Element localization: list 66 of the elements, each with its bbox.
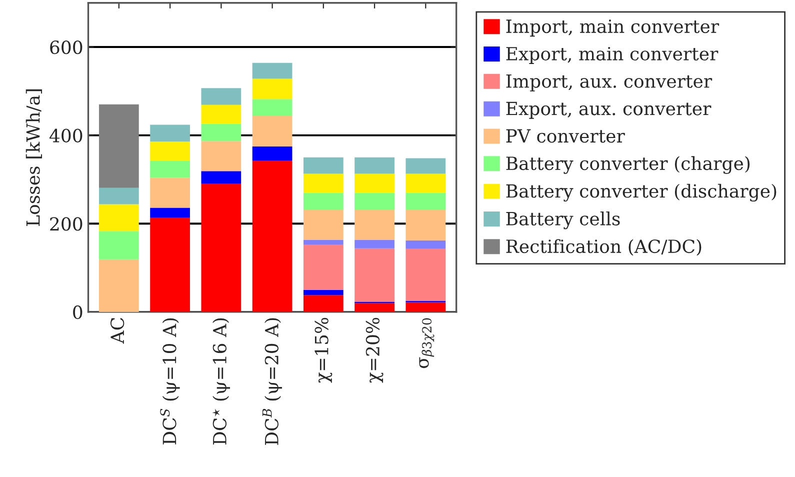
y-tick-label: 200 bbox=[50, 217, 82, 231]
legend-label: Battery converter (charge) bbox=[506, 156, 750, 174]
bar bbox=[252, 78, 292, 100]
legend-label: Export, aux. converter bbox=[506, 102, 712, 119]
bar bbox=[252, 62, 292, 79]
bar bbox=[303, 290, 344, 296]
bar bbox=[201, 183, 242, 312]
bar bbox=[303, 157, 344, 174]
bar bbox=[406, 210, 446, 240]
y-tick-label: 400 bbox=[49, 128, 82, 142]
x-tick-label: DC$^{⋆}$ (ψ=16 A) bbox=[212, 318, 230, 445]
bar bbox=[201, 124, 242, 142]
x-tick-label: DC$^{S}$ (ψ=10 A) bbox=[160, 318, 180, 444]
bar bbox=[201, 171, 242, 184]
x-tick-label: χ=15% bbox=[314, 318, 332, 383]
legend-label: PV converter bbox=[506, 129, 625, 143]
bar bbox=[150, 178, 190, 208]
x-tick-label: σ$_{β3χ20}$ bbox=[419, 318, 434, 368]
bar bbox=[406, 174, 446, 193]
legend-label: Import, main converter bbox=[506, 20, 720, 37]
bar bbox=[252, 99, 292, 116]
bar bbox=[303, 174, 344, 193]
bar bbox=[354, 210, 394, 240]
legend-label: Rectification (AC/DC) bbox=[506, 239, 702, 256]
bar bbox=[98, 259, 139, 312]
bar bbox=[354, 248, 394, 302]
bar bbox=[406, 248, 446, 301]
bar bbox=[303, 192, 344, 210]
bar bbox=[201, 88, 242, 105]
legend-label: Battery converter (discharge) bbox=[506, 184, 776, 202]
bar bbox=[303, 244, 344, 290]
bar bbox=[252, 160, 292, 312]
bar bbox=[201, 141, 242, 172]
bar bbox=[303, 240, 344, 245]
bar bbox=[354, 240, 394, 248]
x-tick-label: DC$^{B}$ (ψ=20 A) bbox=[262, 318, 282, 445]
bar bbox=[406, 302, 446, 312]
x-tick-label: AC bbox=[110, 318, 124, 344]
bar bbox=[354, 157, 394, 174]
bar bbox=[252, 146, 292, 160]
x-tick-label: χ=20% bbox=[366, 318, 384, 383]
bar bbox=[150, 124, 190, 142]
bar bbox=[201, 104, 242, 124]
bar bbox=[98, 231, 139, 260]
bar bbox=[354, 192, 394, 210]
bar bbox=[98, 204, 139, 232]
bar bbox=[303, 210, 344, 240]
bar bbox=[406, 240, 446, 249]
y-tick-label: 600 bbox=[50, 40, 82, 54]
bar bbox=[98, 104, 139, 188]
bar bbox=[150, 217, 190, 312]
legend-label: Battery cells bbox=[506, 211, 620, 230]
bar bbox=[354, 174, 394, 193]
bar bbox=[252, 115, 292, 146]
y-axis-title: Losses [kWh/a] bbox=[26, 89, 42, 226]
bar bbox=[98, 188, 139, 204]
legend-label: Import, aux. converter bbox=[506, 74, 712, 92]
bar bbox=[406, 192, 446, 210]
bar bbox=[150, 142, 190, 161]
bar bbox=[150, 160, 190, 178]
legend-label: Export, main converter bbox=[506, 46, 718, 64]
bar bbox=[354, 303, 394, 312]
y-tick-label: 0 bbox=[73, 305, 82, 320]
bar bbox=[406, 158, 446, 174]
bar bbox=[150, 208, 190, 218]
bar bbox=[303, 295, 344, 312]
